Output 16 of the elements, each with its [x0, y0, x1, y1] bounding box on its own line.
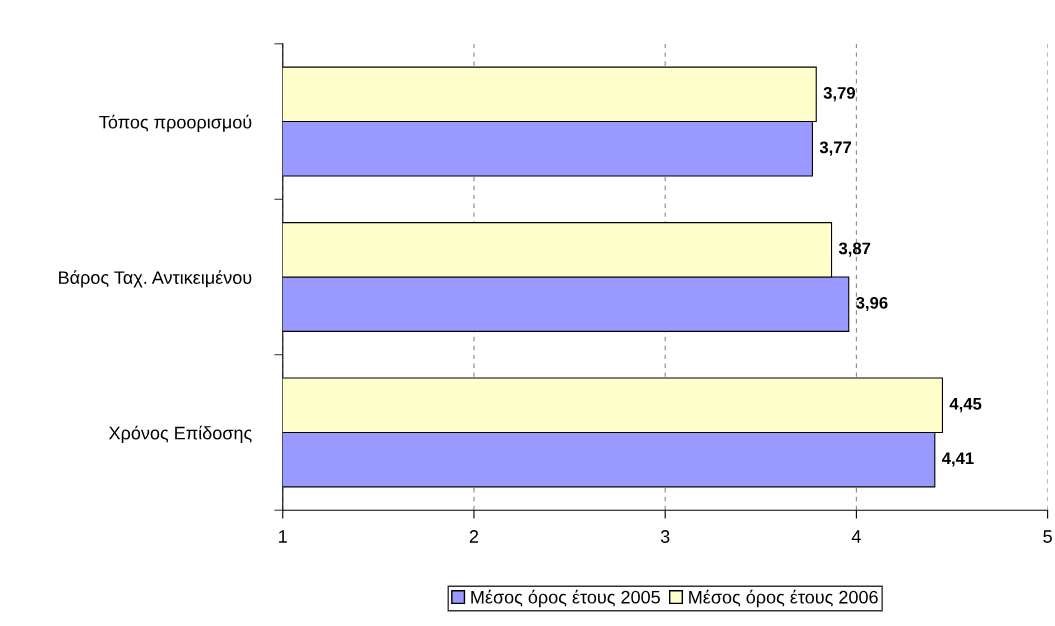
- x-tick-label: 4: [851, 530, 861, 543]
- data-label: 4,45: [949, 398, 982, 413]
- y-tick-label: Χρόνος Επίδοσης: [108, 425, 252, 444]
- x-tick-label: 3: [660, 530, 670, 543]
- y-tick-label: Τόπος προορισμού: [99, 114, 252, 133]
- data-label: 3,96: [856, 296, 888, 312]
- x-tick-label: 2: [469, 530, 479, 543]
- data-label: 3,87: [838, 242, 871, 257]
- y-tick-label: Βάρος Ταχ. Αντικειμένου: [59, 270, 252, 288]
- data-label: 3,77: [819, 141, 852, 156]
- legend-label: Μέσος όρος έτους 2006: [689, 589, 878, 608]
- x-tick-label: 5: [1043, 530, 1052, 543]
- data-label: 4,41: [941, 452, 974, 467]
- x-tick-label: 1: [279, 530, 287, 543]
- legend-label: Μέσος όρος έτους 2005: [471, 589, 660, 608]
- data-label: 3,79: [823, 87, 855, 102]
